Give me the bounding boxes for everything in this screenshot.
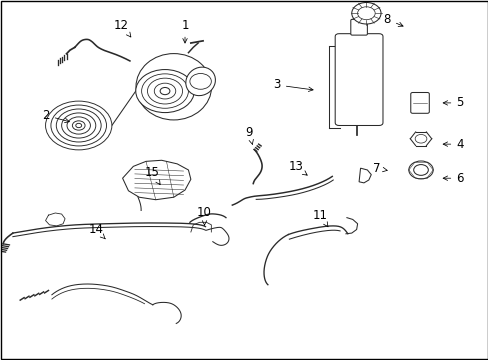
FancyBboxPatch shape: [334, 34, 382, 126]
Polygon shape: [122, 160, 190, 200]
Circle shape: [56, 109, 101, 142]
Text: 5: 5: [442, 96, 463, 109]
Text: 11: 11: [312, 209, 327, 227]
Circle shape: [147, 78, 182, 104]
Circle shape: [136, 69, 194, 113]
Text: 15: 15: [144, 166, 160, 185]
Text: 4: 4: [442, 138, 463, 150]
Circle shape: [189, 73, 211, 89]
Circle shape: [61, 113, 96, 138]
Circle shape: [142, 74, 188, 108]
FancyBboxPatch shape: [350, 19, 366, 35]
Text: 14: 14: [88, 223, 105, 239]
Text: 8: 8: [383, 13, 402, 26]
Text: 7: 7: [373, 162, 386, 175]
Circle shape: [51, 105, 106, 146]
Text: 2: 2: [42, 109, 69, 123]
Circle shape: [154, 83, 175, 99]
Text: 6: 6: [442, 172, 463, 185]
Text: 10: 10: [197, 206, 211, 225]
Text: 1: 1: [181, 19, 188, 43]
Circle shape: [160, 87, 169, 95]
Circle shape: [357, 7, 374, 20]
Text: 12: 12: [114, 19, 131, 37]
Text: 13: 13: [287, 160, 306, 175]
Circle shape: [67, 117, 90, 134]
Polygon shape: [358, 168, 370, 183]
Circle shape: [72, 121, 85, 130]
Circle shape: [408, 161, 432, 179]
Text: 3: 3: [273, 78, 312, 91]
Ellipse shape: [136, 54, 211, 120]
Ellipse shape: [185, 67, 215, 96]
Text: 9: 9: [245, 126, 253, 145]
Circle shape: [76, 123, 81, 128]
Circle shape: [413, 165, 427, 175]
Circle shape: [414, 134, 426, 143]
FancyBboxPatch shape: [410, 93, 428, 113]
Circle shape: [45, 101, 112, 150]
Circle shape: [351, 3, 380, 24]
